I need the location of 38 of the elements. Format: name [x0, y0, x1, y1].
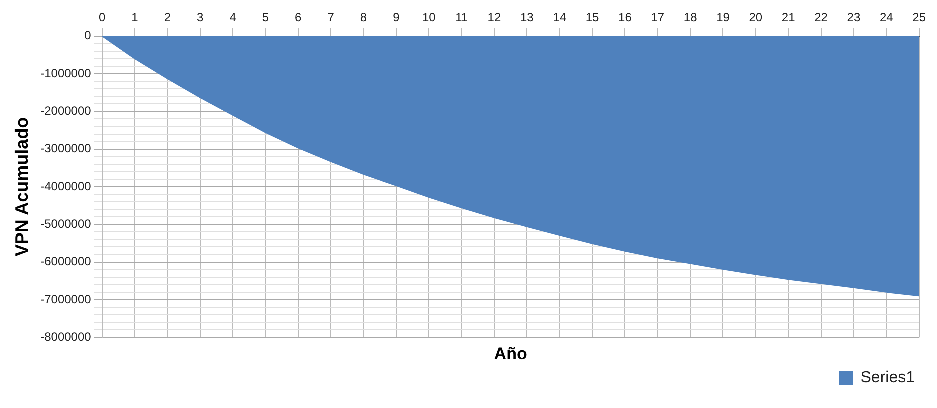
legend-label: Series1: [860, 369, 916, 386]
x-tick-label: 4: [230, 10, 237, 25]
x-tick-label: 14: [553, 10, 567, 25]
x-tick-label: 21: [782, 10, 796, 25]
x-tick-label: 15: [586, 10, 600, 25]
x-tick-label: 1: [132, 10, 139, 25]
x-tick-label: 19: [716, 10, 730, 25]
x-tick-label: 8: [360, 10, 368, 25]
x-tick-label: 9: [393, 10, 400, 25]
x-tick-label: 2: [164, 10, 172, 25]
x-axis-title: Año: [494, 344, 528, 364]
x-tick-label: 20: [749, 10, 763, 25]
x-tick-label: 3: [197, 10, 204, 25]
y-tick-label: -5000000: [40, 216, 92, 231]
x-tick-label: 18: [684, 10, 698, 25]
x-tick-label: 12: [488, 10, 502, 25]
x-tick-label: 16: [618, 10, 632, 25]
y-tick-label: -7000000: [40, 292, 92, 306]
y-tick-label: -2000000: [40, 104, 92, 118]
x-tick-label: 0: [98, 10, 106, 25]
y-tick-label: -4000000: [40, 179, 92, 194]
x-tick-label: 23: [847, 10, 861, 25]
x-tick-label: 11: [456, 10, 468, 25]
y-tick-label: -1000000: [40, 66, 92, 80]
y-tick-label: -3000000: [40, 142, 92, 156]
x-tick-label: 22: [814, 10, 828, 25]
x-tick-label: 10: [422, 10, 436, 25]
x-tick-label: 24: [880, 10, 894, 25]
y-tick-label: -8000000: [40, 330, 92, 344]
x-tick-label: 5: [262, 10, 270, 25]
x-tick-label: 6: [295, 10, 302, 25]
x-tick-label: 13: [520, 10, 534, 25]
y-axis-title: VPN Acumulado: [12, 117, 32, 257]
x-tick-label: 7: [328, 10, 335, 25]
y-tick-label: -6000000: [40, 254, 92, 269]
x-tick-label: 25: [912, 10, 926, 25]
y-tick-label: 0: [84, 28, 92, 43]
x-tick-label: 17: [651, 10, 665, 25]
